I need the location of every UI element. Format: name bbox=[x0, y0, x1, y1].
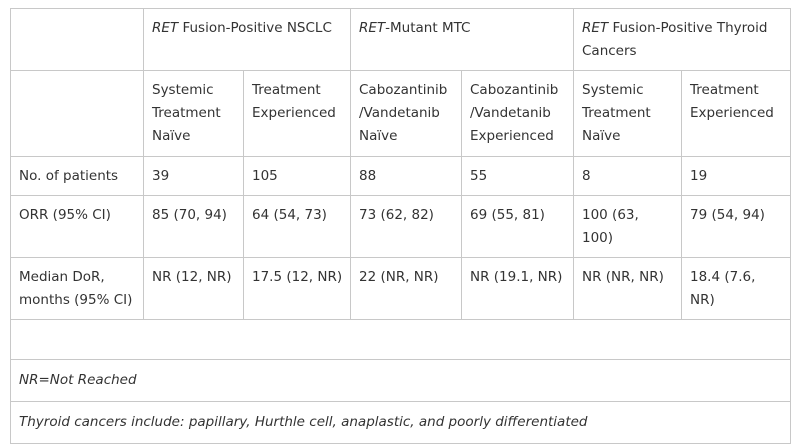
table-cell: 39 bbox=[143, 156, 244, 196]
table-row: No. of patients 39 105 88 55 8 19 bbox=[10, 156, 791, 196]
subheader-row: Systemic Treatment Naïve Treatment Exper… bbox=[10, 70, 791, 157]
group-header-nsclc: RET Fusion-Positive NSCLC bbox=[143, 8, 351, 71]
table-row: Median DoR, months (95% CI) NR (12, NR) … bbox=[10, 257, 791, 320]
note-row: Thyroid cancers include: papillary, Hurt… bbox=[10, 401, 791, 444]
group-header-mtc: RET-Mutant MTC bbox=[350, 8, 574, 71]
subheader-cell: Systemic Treatment Naïve bbox=[573, 70, 682, 157]
table-cell: 64 (54, 73) bbox=[243, 195, 351, 258]
subheader-blank-cell bbox=[10, 70, 144, 157]
table-cell: 100 (63, 100) bbox=[573, 195, 682, 258]
footnote-nr: NR=Not Reached bbox=[10, 359, 791, 402]
efficacy-table: RET Fusion-Positive NSCLC RET-Mutant MTC… bbox=[10, 8, 791, 444]
subheader-cell: Treatment Experienced bbox=[243, 70, 351, 157]
table-cell: 22 (NR, NR) bbox=[350, 257, 462, 320]
subheader-cell: Systemic Treatment Naïve bbox=[143, 70, 244, 157]
table-cell: NR (NR, NR) bbox=[573, 257, 682, 320]
table-cell: 55 bbox=[461, 156, 574, 196]
group-header-row: RET Fusion-Positive NSCLC RET-Mutant MTC… bbox=[10, 8, 791, 71]
table-cell: 8 bbox=[573, 156, 682, 196]
table-cell: NR (12, NR) bbox=[143, 257, 244, 320]
table-container: RET Fusion-Positive NSCLC RET-Mutant MTC… bbox=[10, 8, 791, 444]
table-cell: 18.4 (7.6, NR) bbox=[681, 257, 791, 320]
empty-cell bbox=[10, 319, 791, 360]
row-label: No. of patients bbox=[10, 156, 144, 196]
table-cell: 19 bbox=[681, 156, 791, 196]
table-cell: NR (19.1, NR) bbox=[461, 257, 574, 320]
row-label: ORR (95% CI) bbox=[10, 195, 144, 258]
footnote-thyroid: Thyroid cancers include: papillary, Hurt… bbox=[10, 401, 791, 444]
table-cell: 105 bbox=[243, 156, 351, 196]
table-cell: 17.5 (12, NR) bbox=[243, 257, 351, 320]
table-cell: 69 (55, 81) bbox=[461, 195, 574, 258]
note-row: NR=Not Reached bbox=[10, 359, 791, 402]
empty-row bbox=[10, 319, 791, 360]
corner-cell bbox=[10, 8, 144, 71]
group-header-thyroid: RET Fusion-Positive Thyroid Cancers bbox=[573, 8, 791, 71]
table-row: ORR (95% CI) 85 (70, 94) 64 (54, 73) 73 … bbox=[10, 195, 791, 258]
table-cell: 88 bbox=[350, 156, 462, 196]
table-cell: 79 (54, 94) bbox=[681, 195, 791, 258]
subheader-cell: Cabozantinib /Vandetanib Naïve bbox=[350, 70, 462, 157]
table-cell: 73 (62, 82) bbox=[350, 195, 462, 258]
subheader-cell: Cabozantinib /Vandetanib Experienced bbox=[461, 70, 574, 157]
row-label: Median DoR, months (95% CI) bbox=[10, 257, 144, 320]
table-cell: 85 (70, 94) bbox=[143, 195, 244, 258]
subheader-cell: Treatment Experienced bbox=[681, 70, 791, 157]
